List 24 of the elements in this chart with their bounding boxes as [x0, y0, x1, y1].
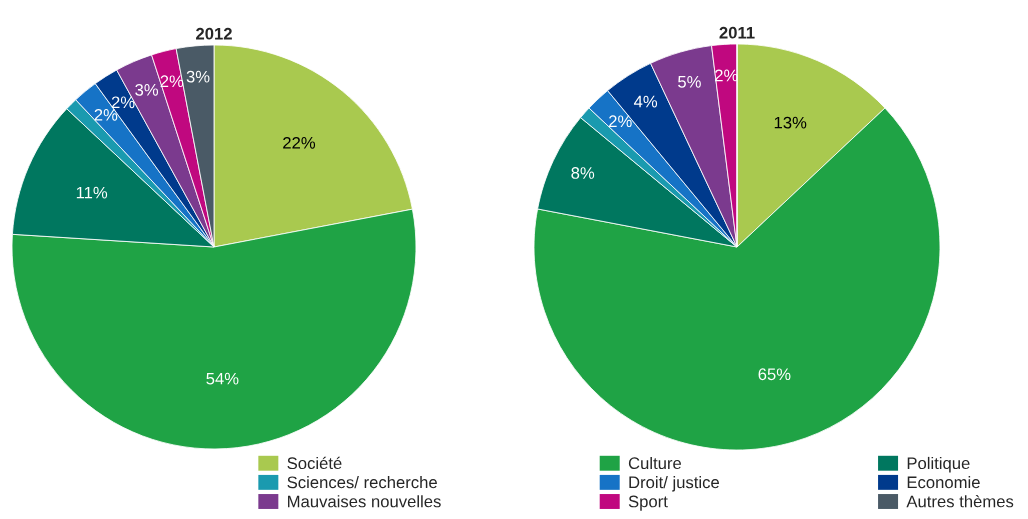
data-label: 2% — [609, 115, 632, 128]
data-label: 4% — [633, 95, 658, 108]
data-label: 2% — [94, 108, 118, 121]
data-label: 65% — [758, 368, 791, 381]
legend-label: Mauvaises nouvelles — [288, 495, 441, 508]
data-label: 8% — [571, 167, 595, 179]
legend-label: Droit/ justice — [629, 476, 719, 492]
legend-label: Culture — [628, 456, 682, 470]
data-label: 3% — [135, 83, 159, 96]
legend-label: Economie — [907, 476, 980, 489]
data-label: 5% — [678, 76, 701, 88]
legend-label: Autres thèmes — [906, 494, 1014, 508]
data-label: 3% — [186, 70, 210, 83]
legend-label: Politique — [907, 456, 970, 473]
data-label: 13% — [774, 116, 807, 129]
chart-title: 2012 — [196, 27, 232, 40]
legend-label: Sport — [628, 495, 668, 511]
data-label: 22% — [283, 136, 316, 149]
data-label: 54% — [206, 372, 239, 385]
legend-label: Société — [287, 456, 342, 470]
data-label: 11% — [76, 186, 108, 199]
data-label: 2% — [111, 96, 135, 109]
chart-title: 2011 — [719, 26, 755, 39]
legend-label: Sciences/ recherche — [287, 476, 437, 489]
